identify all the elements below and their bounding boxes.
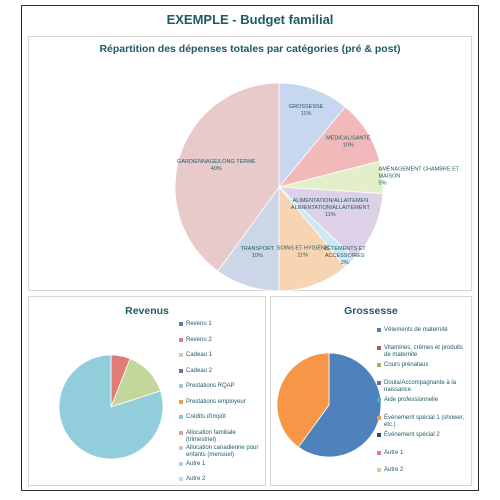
grossesse-slice-vetements-de-maternite <box>297 352 382 458</box>
grossesse-chart-panel: Grossesse Vêtements de maternité Vitamine… <box>270 296 472 486</box>
legend-label: Allocation canadienne pour enfants (mens… <box>186 445 259 459</box>
legend-swatch <box>179 446 183 450</box>
legend-swatch <box>179 461 183 466</box>
legend-label: Cours prénataux <box>384 362 429 368</box>
grossesse-legend-item: Cours prénataux <box>377 362 428 369</box>
grossesse-legend-item: Vêtements de maternité <box>377 327 448 334</box>
grossesse-legend-item: Autre 1 <box>377 450 403 457</box>
grossesse-legend-item: Vitamines, crèmes et produits de materni… <box>377 345 471 359</box>
chart-title: Grossesse <box>344 305 398 317</box>
legend-label: Autre 1 <box>384 449 404 456</box>
revenus-legend-item: Revenu 2 <box>179 337 212 344</box>
revenus-legend-item: Cadeau 2 <box>179 368 212 375</box>
legend-swatch <box>377 363 381 367</box>
legend-label: Revenu 2 <box>186 336 212 343</box>
legend-label: Prestations employeur <box>186 398 246 405</box>
revenus-legend-item: Allocation familiale (trimestriel) <box>179 430 265 444</box>
expenses-slice-gardiennage-long-terme <box>174 82 280 272</box>
revenus-legend-item: Prestations employeur <box>179 399 246 406</box>
legend-label: Aide professionnelle <box>384 397 439 403</box>
legend-label: Crédits d'impôt <box>186 414 226 420</box>
legend-swatch <box>377 468 381 472</box>
grossesse-legend-item: Aide professionnelle <box>377 397 438 404</box>
revenus-legend-item: Crédits d'impôt <box>179 414 226 421</box>
legend-label: Cadeau 2 <box>186 367 213 374</box>
revenus-legend-item: Allocation canadienne pour enfants (mens… <box>179 445 265 459</box>
grossesse-legend-item: Événement spécial 2 <box>377 432 440 439</box>
legend-swatch <box>377 345 381 350</box>
legend-swatch <box>179 322 183 326</box>
legend-label: Autre 2 <box>186 476 206 482</box>
revenus-chart-panel: Revenus Revenu 1 Revenu 2 Cadeau 1 Cadeau 2… <box>28 296 266 486</box>
expenses-slice-soins-et-hygiene <box>278 185 346 292</box>
legend-label: Cadeau 1 <box>186 352 213 358</box>
legend-label: Événement spécial 2 <box>384 432 440 438</box>
legend-swatch <box>179 384 183 388</box>
legend-label: Événement spécial 1 (shower, etc.) <box>384 414 465 428</box>
revenus-legend-item: Revenu 1 <box>179 321 212 328</box>
legend-label: Prestations RQAP <box>186 383 235 389</box>
revenus-slice-prestations-rqap <box>58 354 164 460</box>
page-title: EXEMPLE - Budget familial <box>166 12 334 27</box>
revenus-legend-item: Cadeau 1 <box>179 352 212 359</box>
legend-swatch <box>377 450 381 455</box>
grossesse-legend: Vêtements de maternité Vitamines, crèmes … <box>377 327 471 487</box>
expenses-slice-grossesse <box>278 82 346 189</box>
grossesse-legend-item: Autre 2 <box>377 467 403 474</box>
legend-label: Revenu 1 <box>186 321 212 327</box>
legend-swatch <box>179 415 183 419</box>
legend-swatch <box>179 337 183 342</box>
legend-swatch <box>179 368 183 373</box>
grossesse-legend-item: Doula/Accompagnante à la naissance <box>377 380 471 394</box>
slice-label-medical-sante: MÉDICAL/SANTÉ 10% <box>326 135 371 149</box>
legend-swatch <box>179 353 183 357</box>
legend-swatch <box>377 433 381 437</box>
slice-label-gardiennage-long-terme: GARDIENNAGE/LONG TERME 40% <box>177 159 256 172</box>
legend-label: Allocation familiale (trimestriel) <box>186 429 236 443</box>
revenus-pie-chart <box>58 354 164 460</box>
revenus-legend-item: Autre 1 <box>179 461 205 468</box>
legend-label: Vitamines, crèmes et produits de materni… <box>384 344 463 358</box>
slice-label-vetements-et-accessoires: VÊTEMENTS ET ACCESSOIRES 2% <box>324 244 367 266</box>
slice-label-transport: TRANSPORT 10% <box>240 246 274 259</box>
legend-label: Autre 1 <box>186 460 206 467</box>
slice-label-grossesse: GROSSESSE 11% <box>289 104 324 117</box>
legend-swatch <box>377 380 381 385</box>
legend-label: Doula/Accompagnante à la naissance <box>384 379 457 393</box>
legend-label: Autre 2 <box>384 467 404 473</box>
legend-swatch <box>377 328 381 332</box>
slice-label-amenagement-chambre-et-maison: AMÉNAGEMENT CHAMBRE ET MAISON 5% <box>379 166 460 187</box>
chart-title: Répartition des dépenses totales par cat… <box>99 43 401 55</box>
grossesse-slice-evenement-special-1-shower-etc <box>276 352 330 448</box>
revenus-legend-item: Prestations RQAP <box>179 383 235 390</box>
chart-title: Revenus <box>125 305 169 317</box>
legend-swatch <box>179 430 183 435</box>
slice-label-alimentation-allaitement: ALIMENTATION/ALLAITEMEN ALIMENTATION/ALLA… <box>291 198 371 218</box>
legend-swatch <box>377 398 381 402</box>
expenses-pie-chart: GROSSESSE 11% MÉDICAL/SANTÉ 10% AMÉNAGEMENT … <box>174 82 460 292</box>
expenses-slice-alimentation-allaitement <box>277 186 384 259</box>
revenus-legend: Revenu 1 Revenu 2 Cadeau 1 Cadeau 2 Prestati… <box>179 321 265 487</box>
grossesse-legend-item: Événement spécial 1 (shower, etc.) <box>377 415 471 429</box>
grossesse-pie-chart <box>276 352 382 458</box>
slice-label-soins-et-hygiene: SOINS ET HYGIÈNE 11% <box>277 244 329 258</box>
report-frame: EXEMPLE - Budget familial Répartition de… <box>21 5 479 491</box>
expenses-chart-panel: Répartition des dépenses totales par cat… <box>28 36 472 292</box>
legend-label: Vêtements de maternité <box>384 327 448 333</box>
legend-swatch <box>179 477 183 481</box>
revenus-legend-item: Autre 2 <box>179 476 205 483</box>
legend-swatch <box>377 415 381 420</box>
legend-swatch <box>179 399 183 404</box>
